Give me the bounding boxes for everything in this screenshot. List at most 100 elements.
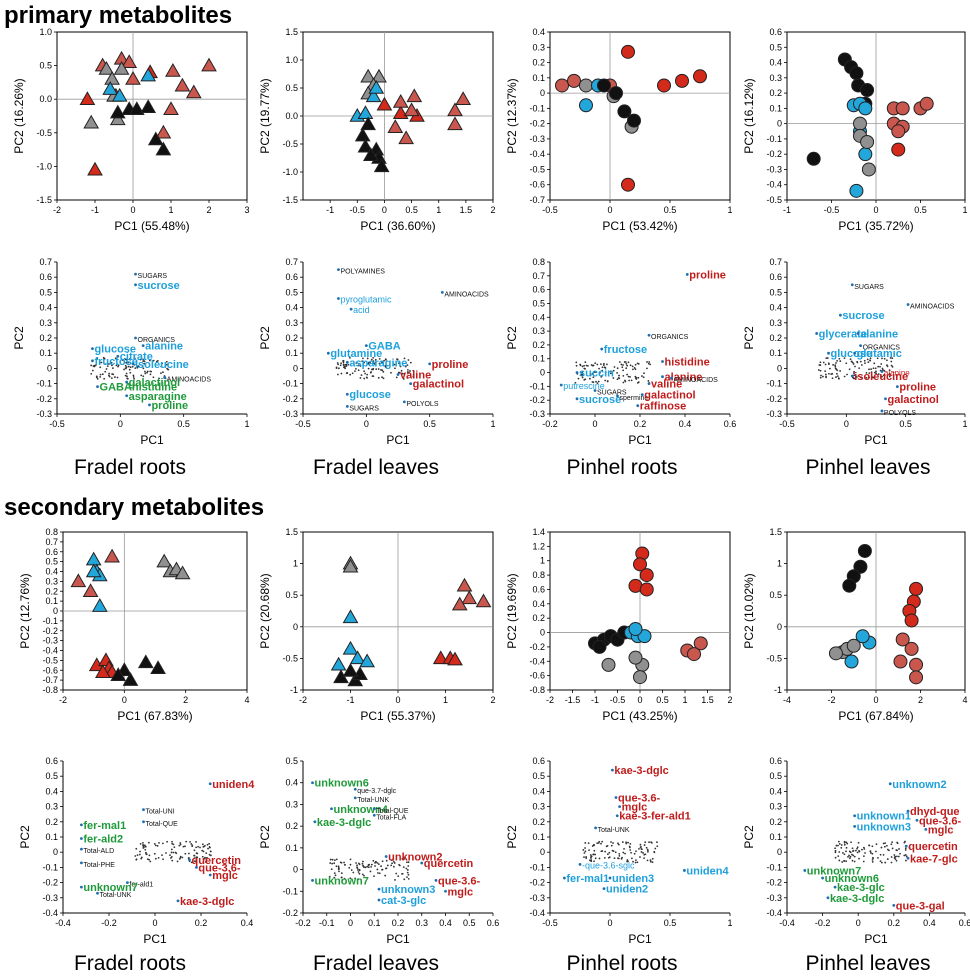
loading-label: SUGARS — [138, 273, 168, 280]
loading-point — [339, 861, 342, 864]
data-point-red — [432, 650, 449, 665]
loading-point — [182, 845, 185, 848]
loading-point — [877, 856, 879, 859]
loading-point — [904, 854, 907, 856]
loading-point — [190, 842, 193, 845]
data-point-black — [627, 113, 641, 128]
loading-marker — [208, 782, 212, 786]
data-point-black — [354, 127, 371, 142]
x-axis-title: PC1 (53.42%) — [602, 219, 677, 233]
y-tick-label: -0.5 — [529, 164, 545, 174]
loading-point — [193, 849, 196, 852]
loading-point — [165, 852, 167, 854]
data-point-grey — [601, 657, 616, 672]
x-axis-title: PC1 — [864, 433, 888, 447]
y-tick-label: 0 — [293, 363, 298, 373]
loading-point — [826, 357, 829, 359]
loading-point — [374, 363, 376, 366]
y-tick-label: 0.8 — [532, 257, 545, 267]
y-tick-label: 0.1 — [532, 354, 545, 364]
y-tick-label: -0.3 — [529, 409, 545, 419]
data-point-blue — [368, 79, 385, 94]
loading-point — [338, 870, 340, 873]
loading-point — [373, 875, 375, 877]
x-tick-label: -0.4 — [779, 918, 795, 928]
loading-label: SUGARS — [597, 390, 627, 397]
loading-label: unknown1 — [857, 811, 911, 823]
loading-point — [859, 360, 862, 363]
loading-point — [362, 864, 364, 867]
x-tick-label: 0 — [856, 918, 861, 928]
y-tick-label: -0.3 — [529, 893, 545, 903]
data-point-red — [87, 161, 103, 176]
loading-point — [589, 859, 591, 862]
loading-point — [622, 851, 625, 854]
y-axis-title: PC2 (16.26%) — [12, 78, 26, 153]
loading-point — [656, 841, 658, 844]
loading-point — [858, 849, 860, 852]
x-tick-label: 1 — [962, 419, 967, 429]
loading-point — [111, 367, 114, 370]
data-point-grey — [174, 565, 191, 580]
loading-marker — [80, 837, 83, 840]
x-tick-label: 0 — [348, 918, 353, 928]
data-point-black — [842, 578, 857, 593]
loading-point — [843, 375, 846, 378]
loading-point — [407, 877, 410, 880]
y-tick-label: 0.8 — [532, 570, 545, 580]
y-tick-label: -0.1 — [529, 381, 545, 391]
loading-point — [600, 842, 602, 845]
loading-point — [110, 377, 113, 380]
data-point-red — [621, 44, 635, 59]
loading-point — [608, 851, 611, 854]
x-tick-label: -0.5 — [824, 205, 840, 215]
loading-point — [406, 364, 409, 366]
loading-marker — [614, 796, 618, 799]
data-point-salmon — [82, 583, 99, 597]
loading-point — [356, 866, 358, 869]
x-tick-label: -0.5 — [295, 419, 311, 429]
chart-sl4: -0.4 -0.2 0 0.2 0.4 0.6 -0.4 -0.3 -0.2 -0.1 0 0.1 0.… — [742, 756, 970, 946]
data-point-black — [357, 138, 374, 153]
loading-point — [125, 361, 128, 364]
loading-point — [843, 859, 845, 862]
data-point-salmon — [895, 101, 910, 116]
loading-label: proline — [899, 382, 936, 394]
data-point-grey — [371, 68, 387, 83]
x-tick-label: 1.5 — [701, 695, 714, 705]
loading-point — [142, 842, 144, 844]
loading-marker — [856, 332, 860, 335]
loading-point — [585, 857, 588, 859]
loading-label: Total-PHE — [83, 862, 115, 869]
loading-point — [395, 376, 398, 379]
loading-label: galactinol — [644, 390, 695, 402]
x-tick-label: 0.5 — [664, 918, 677, 928]
loading-point — [869, 357, 872, 360]
loading-label: unknown7 — [315, 875, 369, 887]
loading-point — [374, 358, 377, 361]
loading-point — [131, 365, 134, 368]
loading-label: uniden3 — [612, 873, 654, 885]
x-tick-label: -2 — [53, 205, 61, 215]
loading-point — [819, 376, 822, 379]
loading-point — [592, 376, 595, 379]
x-axis-title: PC1 (55.37%) — [360, 709, 435, 723]
data-point-salmon — [904, 641, 919, 656]
x-tick-label: -1 — [783, 205, 791, 215]
loading-point — [401, 372, 404, 375]
loading-point — [364, 866, 367, 869]
y-tick-label: -0.4 — [529, 149, 545, 159]
loading-point — [160, 365, 163, 368]
loading-point — [392, 860, 395, 863]
loading-point — [635, 850, 637, 853]
loading-point — [832, 363, 835, 366]
loading-label: unknown4 — [334, 804, 389, 816]
loading-point — [601, 850, 604, 852]
loading-point — [855, 376, 858, 378]
loading-point — [637, 381, 640, 384]
loading-point — [618, 854, 621, 857]
loading-point — [169, 854, 171, 857]
loading-point — [840, 846, 843, 849]
x-tick-label: 0.6 — [487, 918, 500, 928]
loading-point — [149, 370, 152, 373]
